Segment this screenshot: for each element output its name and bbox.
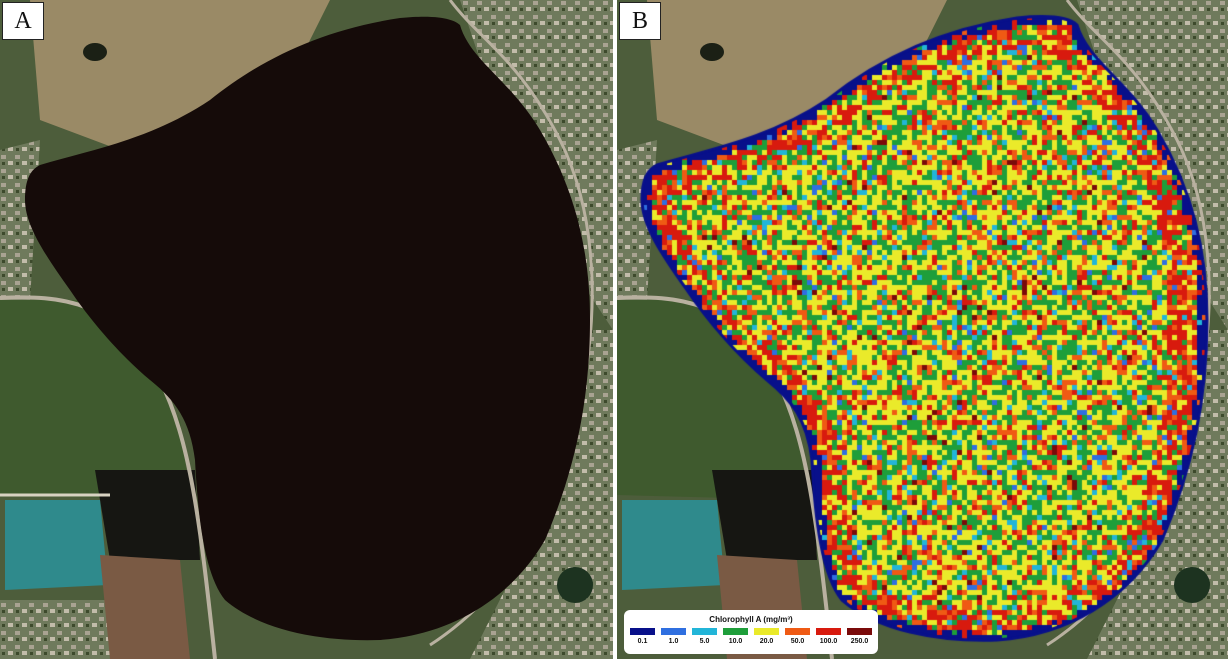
legend-swatch-0 bbox=[630, 628, 655, 635]
satellite-map-a bbox=[0, 0, 613, 659]
legend-swatches bbox=[630, 628, 872, 635]
legend-swatch-2 bbox=[692, 628, 717, 635]
legend-swatch-6 bbox=[816, 628, 841, 635]
wetland-dark bbox=[95, 470, 200, 560]
legend-swatch-1 bbox=[661, 628, 686, 635]
legend-label-1: 1.0 bbox=[668, 638, 679, 645]
chlorophyll-legend: Chlorophyll A (mg/m³) 0.1 1.0 5.0 10.0 20.0 5… bbox=[624, 610, 878, 654]
chlorophyll-raster-overlay bbox=[617, 0, 1228, 659]
legend-swatch-7 bbox=[847, 628, 872, 635]
legend-swatch-3 bbox=[723, 628, 748, 635]
panel-a-label: A bbox=[2, 2, 44, 40]
legend-title: Chlorophyll A (mg/m³) bbox=[709, 615, 793, 624]
legend-label-7: 250.0 bbox=[850, 638, 869, 645]
legend-swatch-5 bbox=[785, 628, 810, 635]
legend-label-2: 5.0 bbox=[699, 638, 710, 645]
legend-label-0: 0.1 bbox=[637, 638, 648, 645]
land-tan-north bbox=[30, 0, 330, 150]
pond-southwest bbox=[5, 500, 108, 590]
legend-swatch-4 bbox=[754, 628, 779, 635]
legend-label-3: 10.0 bbox=[728, 638, 743, 645]
panel-b-chlorophyll-map: B Chlorophyll A (mg/m³) 0.1 1.0 5.0 10.0 20.… bbox=[617, 0, 1228, 659]
panel-a-true-color-image: A bbox=[0, 0, 613, 659]
lake bbox=[25, 16, 590, 641]
pond-north bbox=[83, 43, 107, 61]
sinkhole-southeast bbox=[557, 567, 593, 603]
legend-label-5: 50.0 bbox=[790, 638, 805, 645]
panel-divider bbox=[613, 0, 617, 659]
field-south bbox=[100, 555, 190, 659]
forest-west bbox=[0, 300, 190, 500]
legend-label-4: 20.0 bbox=[759, 638, 774, 645]
legend-labels: 0.1 1.0 5.0 10.0 20.0 50.0 100.0 250.0 bbox=[630, 638, 872, 645]
panel-b-label: B bbox=[619, 2, 661, 40]
legend-label-6: 100.0 bbox=[819, 638, 838, 645]
